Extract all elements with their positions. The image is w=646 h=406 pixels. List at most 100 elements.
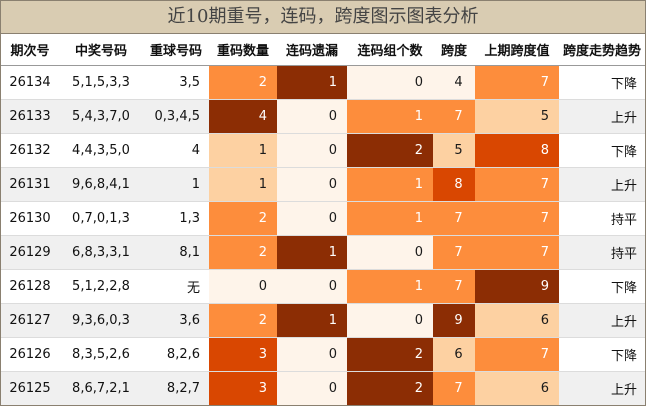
consec-groups-cell: 0 <box>347 65 433 100</box>
repeat-balls-cell: 3,6 <box>143 303 209 338</box>
repeat-count-cell: 2 <box>209 201 277 236</box>
repeat-balls-cell: 8,2,7 <box>143 371 209 405</box>
span-cell: 9 <box>433 303 475 338</box>
consec-miss-cell: 0 <box>277 201 347 236</box>
page-title: 近10期重号，连码，跨度图示图表分析 <box>1 1 645 34</box>
numbers-cell: 0,7,0,1,3 <box>59 201 143 236</box>
header-prev-span: 上期跨度值 <box>475 34 559 66</box>
trend-cell: 下降 <box>559 65 645 100</box>
numbers-cell: 5,4,3,7,0 <box>59 99 143 134</box>
consec-groups-cell: 2 <box>347 133 433 168</box>
span-cell: 8 <box>433 167 475 202</box>
consec-miss-cell: 0 <box>277 99 347 134</box>
consec-miss-cell: 0 <box>277 269 347 304</box>
repeat-balls-cell: 8,2,6 <box>143 337 209 372</box>
period-cell: 26132 <box>1 133 59 168</box>
table-row: 26128 5,1,2,2,8 无 0 0 1 7 9 下降 <box>1 269 645 304</box>
header-numbers: 中奖号码 <box>59 34 143 66</box>
prev-span-cell: 7 <box>475 167 559 202</box>
repeat-count-cell: 3 <box>209 337 277 372</box>
period-cell: 26130 <box>1 201 59 236</box>
prev-span-cell: 9 <box>475 269 559 304</box>
prev-span-cell: 7 <box>475 337 559 372</box>
numbers-cell: 9,6,8,4,1 <box>59 167 143 202</box>
repeat-count-cell: 1 <box>209 133 277 168</box>
trend-cell: 下降 <box>559 133 645 168</box>
span-cell: 7 <box>433 235 475 270</box>
trend-cell: 下降 <box>559 269 645 304</box>
numbers-cell: 8,6,7,2,1 <box>59 371 143 405</box>
repeat-balls-cell: 0,3,4,5 <box>143 99 209 134</box>
header-consec-miss: 连码遗漏 <box>277 34 347 66</box>
trend-cell: 持平 <box>559 235 645 270</box>
table-row: 26130 0,7,0,1,3 1,3 2 0 1 7 7 持平 <box>1 201 645 236</box>
period-cell: 26133 <box>1 99 59 134</box>
table-row: 26125 8,6,7,2,1 8,2,7 3 0 2 7 6 上升 <box>1 371 645 405</box>
repeat-balls-cell: 1 <box>143 167 209 202</box>
analysis-table: 期次号 中奖号码 重球号码 重码数量 连码遗漏 连码组个数 跨度 上期跨度值 跨… <box>1 34 645 405</box>
span-cell: 4 <box>433 65 475 100</box>
trend-cell: 上升 <box>559 371 645 405</box>
span-cell: 7 <box>433 371 475 405</box>
table-row: 26126 8,3,5,2,6 8,2,6 3 0 2 6 7 下降 <box>1 337 645 372</box>
period-cell: 26125 <box>1 371 59 405</box>
repeat-count-cell: 4 <box>209 99 277 134</box>
prev-span-cell: 5 <box>475 99 559 134</box>
header-consec-groups: 连码组个数 <box>347 34 433 66</box>
header-trend: 跨度走势趋势 <box>559 34 645 66</box>
period-cell: 26129 <box>1 235 59 270</box>
span-cell: 5 <box>433 133 475 168</box>
consec-miss-cell: 1 <box>277 65 347 100</box>
header-period: 期次号 <box>1 34 59 66</box>
span-cell: 6 <box>433 337 475 372</box>
consec-groups-cell: 2 <box>347 371 433 405</box>
table-row: 26131 9,6,8,4,1 1 1 0 1 8 7 上升 <box>1 167 645 202</box>
trend-cell: 持平 <box>559 201 645 236</box>
repeat-count-cell: 2 <box>209 235 277 270</box>
consec-groups-cell: 1 <box>347 99 433 134</box>
period-cell: 26127 <box>1 303 59 338</box>
consec-miss-cell: 0 <box>277 337 347 372</box>
consec-miss-cell: 0 <box>277 167 347 202</box>
consec-miss-cell: 1 <box>277 235 347 270</box>
table-row: 26132 4,4,3,5,0 4 1 0 2 5 8 下降 <box>1 133 645 168</box>
consec-miss-cell: 0 <box>277 371 347 405</box>
table-row: 26127 9,3,6,0,3 3,6 2 1 0 9 6 上升 <box>1 303 645 338</box>
consec-groups-cell: 0 <box>347 303 433 338</box>
span-cell: 7 <box>433 269 475 304</box>
trend-cell: 上升 <box>559 167 645 202</box>
numbers-cell: 8,3,5,2,6 <box>59 337 143 372</box>
consec-groups-cell: 2 <box>347 337 433 372</box>
numbers-cell: 5,1,2,2,8 <box>59 269 143 304</box>
consec-miss-cell: 1 <box>277 303 347 338</box>
period-cell: 26126 <box>1 337 59 372</box>
period-cell: 26134 <box>1 65 59 100</box>
header-repeat-count: 重码数量 <box>209 34 277 66</box>
prev-span-cell: 8 <box>475 133 559 168</box>
repeat-count-cell: 0 <box>209 269 277 304</box>
repeat-balls-cell: 3,5 <box>143 65 209 100</box>
header-repeat-balls: 重球号码 <box>143 34 209 66</box>
repeat-balls-cell: 4 <box>143 133 209 168</box>
repeat-balls-cell: 无 <box>143 269 209 304</box>
table-row: 26133 5,4,3,7,0 0,3,4,5 4 0 1 7 5 上升 <box>1 99 645 134</box>
prev-span-cell: 6 <box>475 371 559 405</box>
table-row: 26129 6,8,3,3,1 8,1 2 1 0 7 7 持平 <box>1 235 645 270</box>
repeat-count-cell: 1 <box>209 167 277 202</box>
span-cell: 7 <box>433 201 475 236</box>
table-row: 26134 5,1,5,3,3 3,5 2 1 0 4 7 下降 <box>1 65 645 100</box>
repeat-count-cell: 2 <box>209 303 277 338</box>
trend-cell: 下降 <box>559 337 645 372</box>
repeat-balls-cell: 1,3 <box>143 201 209 236</box>
header-row: 期次号 中奖号码 重球号码 重码数量 连码遗漏 连码组个数 跨度 上期跨度值 跨… <box>1 34 645 66</box>
numbers-cell: 5,1,5,3,3 <box>59 65 143 100</box>
consec-groups-cell: 1 <box>347 167 433 202</box>
consec-miss-cell: 0 <box>277 133 347 168</box>
header-span: 跨度 <box>433 34 475 66</box>
span-cell: 7 <box>433 99 475 134</box>
trend-cell: 上升 <box>559 303 645 338</box>
numbers-cell: 9,3,6,0,3 <box>59 303 143 338</box>
consec-groups-cell: 1 <box>347 201 433 236</box>
repeat-balls-cell: 8,1 <box>143 235 209 270</box>
